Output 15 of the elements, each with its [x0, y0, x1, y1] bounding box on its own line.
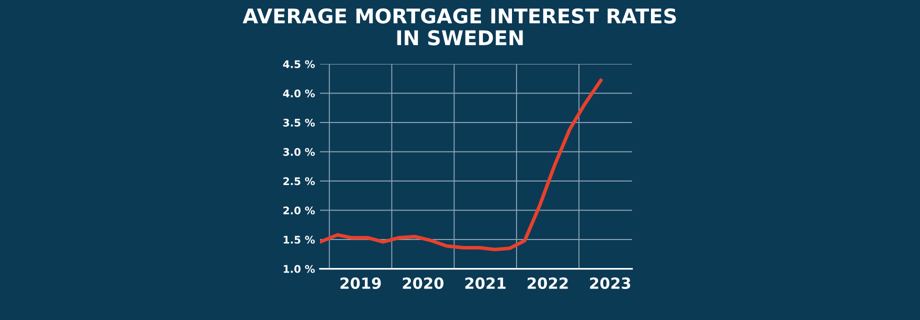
y-tick-label: 2.0 % — [283, 206, 315, 214]
x-tick-label: 2021 — [465, 277, 506, 289]
y-tick-label: 1.5 % — [284, 236, 315, 244]
x-tick-label: 2023 — [590, 277, 630, 289]
y-tick-label: 2.5 % — [283, 177, 315, 186]
x-tick-label: 2020 — [402, 277, 444, 289]
y-tick-label: 1.0 % — [284, 265, 315, 273]
y-tick-label: 3.5 % — [283, 118, 315, 127]
line-series — [320, 78, 603, 252]
y-tick-label: 4.5 % — [283, 60, 315, 68]
x-tick-label: 2022 — [528, 277, 568, 289]
x-tick-label: 2019 — [340, 277, 381, 289]
y-tick-label: 3.0 % — [283, 148, 315, 156]
chart-title: AVERAGE MORTGAGE INTEREST RATES IN SWEDEN — [242, 8, 676, 46]
y-tick-label: 4.0 % — [283, 89, 315, 98]
